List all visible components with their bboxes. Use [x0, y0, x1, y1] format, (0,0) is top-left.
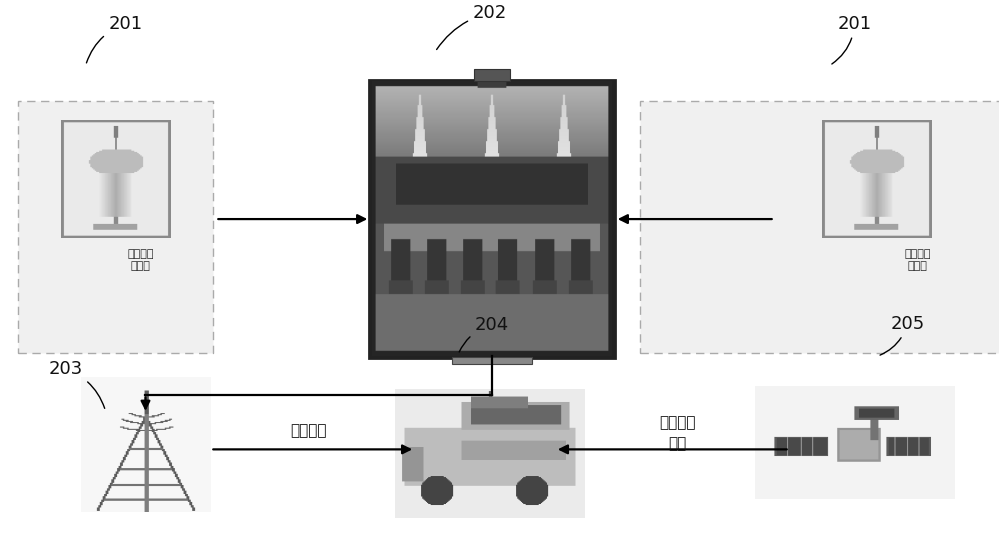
Bar — [640, 101, 1000, 354]
Text: 连续运行
基准站: 连续运行 基准站 — [904, 249, 931, 271]
Text: 203: 203 — [48, 360, 105, 408]
Text: 201: 201 — [832, 14, 872, 64]
Text: 连续运行
基准站: 连续运行 基准站 — [127, 249, 154, 271]
Text: 201: 201 — [86, 14, 143, 63]
Bar — [452, 356, 532, 364]
Bar — [18, 101, 213, 354]
Text: 205: 205 — [880, 315, 925, 355]
Bar — [369, 80, 615, 358]
Text: 辅助信息: 辅助信息 — [290, 423, 327, 438]
Text: 202: 202 — [437, 4, 507, 50]
Text: 204: 204 — [459, 316, 509, 352]
Bar — [474, 70, 510, 81]
Text: 卫星导航
信号: 卫星导航 信号 — [660, 415, 696, 451]
